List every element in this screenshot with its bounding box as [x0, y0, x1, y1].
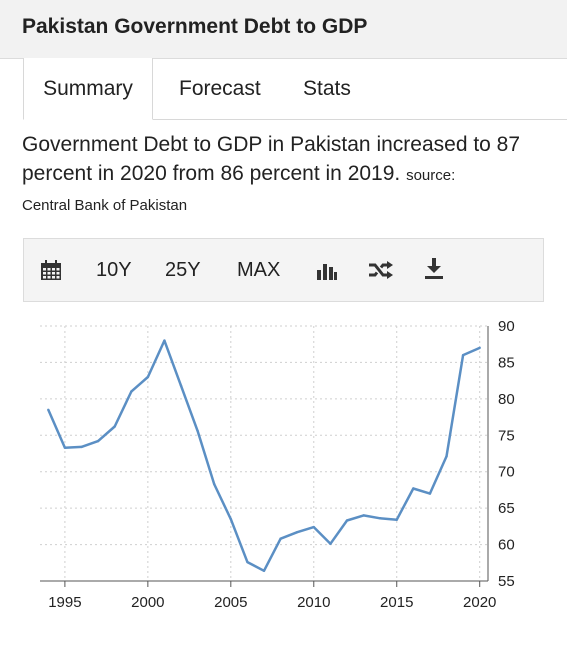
- data-point: [445, 455, 448, 458]
- data-point: [47, 408, 50, 411]
- y-tick-label: 60: [498, 537, 515, 554]
- data-point: [461, 353, 465, 357]
- chart-toolbar: 10Y 25Y MAX: [23, 238, 544, 302]
- summary-text: Government Debt to GDP in Pakistan incre…: [22, 130, 557, 190]
- data-point: [378, 517, 382, 520]
- tab-forecast[interactable]: Forecast: [179, 77, 261, 100]
- data-point: [312, 525, 315, 529]
- x-tick-label: 2010: [297, 594, 330, 611]
- x-tick-label: 2005: [214, 594, 247, 611]
- y-tick-label: 55: [498, 573, 515, 590]
- download-icon[interactable]: [424, 239, 446, 301]
- data-point: [395, 518, 398, 521]
- bar-chart-icon[interactable]: [317, 239, 339, 301]
- x-tick-label: 2020: [463, 594, 496, 611]
- data-point: [329, 542, 332, 546]
- x-tick-label: 2015: [380, 594, 413, 611]
- data-point: [428, 492, 432, 495]
- chart-area: 55 60 65 70 75 80 85 90 1995 2000 2005 2010 2015 2020: [0, 300, 567, 640]
- data-point: [345, 519, 349, 522]
- summary-sentence: Government Debt to GDP in Pakistan incre…: [22, 133, 521, 185]
- data-point: [279, 537, 282, 540]
- y-tick-label: 90: [498, 318, 515, 335]
- data-point: [196, 429, 199, 433]
- tab-summary[interactable]: Summary: [23, 58, 153, 120]
- line-chart: 55 60 65 70 75 80 85 90 1995 2000 2005 2010 2015 2020: [40, 318, 515, 611]
- y-tick-label: 70: [498, 464, 515, 481]
- x-tick-label: 1995: [48, 594, 81, 611]
- data-point: [113, 425, 116, 428]
- page-title: Pakistan Government Debt to GDP: [22, 15, 368, 38]
- data-point: [213, 482, 216, 486]
- source-label: source:: [406, 167, 456, 184]
- data-point: [362, 514, 365, 517]
- data-point: [146, 375, 150, 379]
- y-tick-label: 85: [498, 354, 515, 371]
- data-point: [63, 446, 67, 449]
- range-10y-button[interactable]: 10Y: [96, 259, 132, 281]
- data-point: [163, 339, 166, 342]
- y-tick-label: 65: [498, 500, 515, 517]
- series-line: [47, 339, 481, 573]
- data-point: [96, 439, 100, 443]
- data-point: [262, 569, 266, 572]
- tab-bar: Summary Forecast Stats: [23, 58, 567, 120]
- calendar-icon[interactable]: [40, 239, 64, 301]
- data-point: [295, 530, 299, 534]
- page-header: Pakistan Government Debt to GDP: [0, 0, 567, 59]
- source-name[interactable]: Central Bank of Pakistan: [22, 197, 188, 214]
- tab-stats[interactable]: Stats: [303, 77, 351, 100]
- data-point: [412, 487, 415, 490]
- shuffle-icon[interactable]: [368, 239, 394, 301]
- range-max-button[interactable]: MAX: [237, 259, 281, 281]
- y-tick-label: 75: [498, 427, 515, 444]
- data-point: [229, 517, 233, 521]
- data-point: [478, 346, 481, 350]
- data-point: [80, 445, 83, 449]
- x-tick-label: 2000: [131, 594, 164, 611]
- data-point: [179, 384, 183, 387]
- range-25y-button[interactable]: 25Y: [165, 259, 201, 281]
- y-tick-label: 80: [498, 391, 515, 408]
- data-point: [246, 560, 249, 564]
- data-point: [130, 390, 133, 393]
